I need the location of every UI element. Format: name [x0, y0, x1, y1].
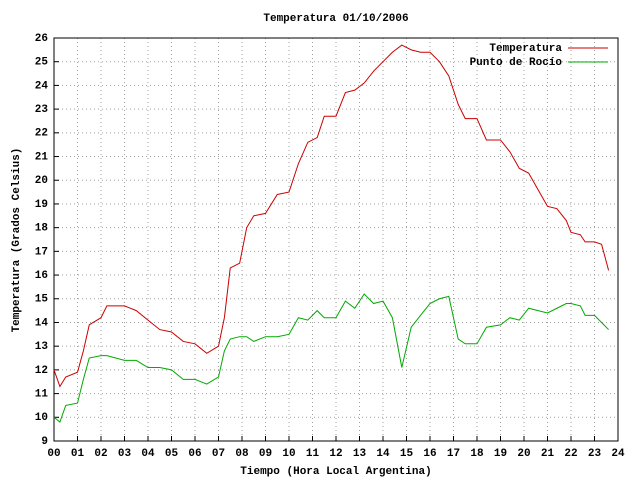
data-line: [53, 293, 609, 423]
legend-label: Punto de Rocío: [470, 57, 563, 69]
y-tick-label: 20: [35, 175, 48, 187]
y-tick-label: 13: [35, 341, 49, 353]
x-tick-label: 19: [494, 448, 507, 460]
x-tick-label: 08: [235, 448, 249, 460]
y-tick-label: 25: [35, 57, 49, 69]
x-tick-label: 12: [329, 448, 342, 460]
x-tick-label: 18: [470, 448, 484, 460]
x-tick-label: 09: [259, 448, 272, 460]
y-tick-label: 21: [35, 151, 49, 163]
y-tick-label: 22: [35, 128, 48, 140]
x-tick-label: 07: [212, 448, 225, 460]
y-tick-label: 23: [35, 104, 49, 116]
x-tick-label: 06: [188, 448, 201, 460]
y-tick-label: 11: [35, 388, 49, 400]
y-tick-label: 10: [35, 412, 48, 424]
chart-title: Temperatura 01/10/2006: [263, 13, 408, 25]
x-tick-label: 23: [588, 448, 602, 460]
y-tick-label: 24: [35, 80, 49, 92]
x-axis-label: Tiempo (Hora Local Argentina): [240, 466, 431, 478]
y-tick-label: 14: [35, 317, 49, 329]
y-tick-label: 16: [35, 270, 48, 282]
y-tick-label: 15: [35, 294, 49, 306]
y-tick-label: 17: [35, 246, 48, 258]
x-tick-label: 24: [611, 448, 625, 460]
x-tick-label: 01: [71, 448, 85, 460]
x-tick-label: 14: [376, 448, 390, 460]
x-tick-label: 21: [541, 448, 555, 460]
x-tick-label: 10: [282, 448, 295, 460]
x-tick-label: 20: [517, 448, 530, 460]
x-tick-label: 17: [447, 448, 460, 460]
x-tick-label: 15: [400, 448, 414, 460]
data-line: [53, 44, 610, 388]
y-tick-label: 26: [35, 33, 48, 45]
y-axis-label: Temperatura (Grados Celsius): [11, 148, 23, 333]
x-tick-label: 03: [118, 448, 132, 460]
y-tick-label: 18: [35, 223, 49, 235]
x-tick-label: 11: [306, 448, 320, 460]
x-tick-label: 02: [94, 448, 107, 460]
y-tick-label: 12: [35, 365, 48, 377]
x-tick-label: 05: [165, 448, 179, 460]
x-tick-label: 13: [353, 448, 367, 460]
x-tick-label: 00: [47, 448, 60, 460]
plot-frame: [53, 37, 619, 442]
y-tick-label: 9: [41, 436, 48, 448]
y-tick-label: 19: [35, 199, 48, 211]
legend-label: Temperatura: [489, 43, 562, 55]
x-tick-label: 16: [423, 448, 436, 460]
x-tick-label: 04: [141, 448, 155, 460]
x-tick-label: 22: [564, 448, 577, 460]
